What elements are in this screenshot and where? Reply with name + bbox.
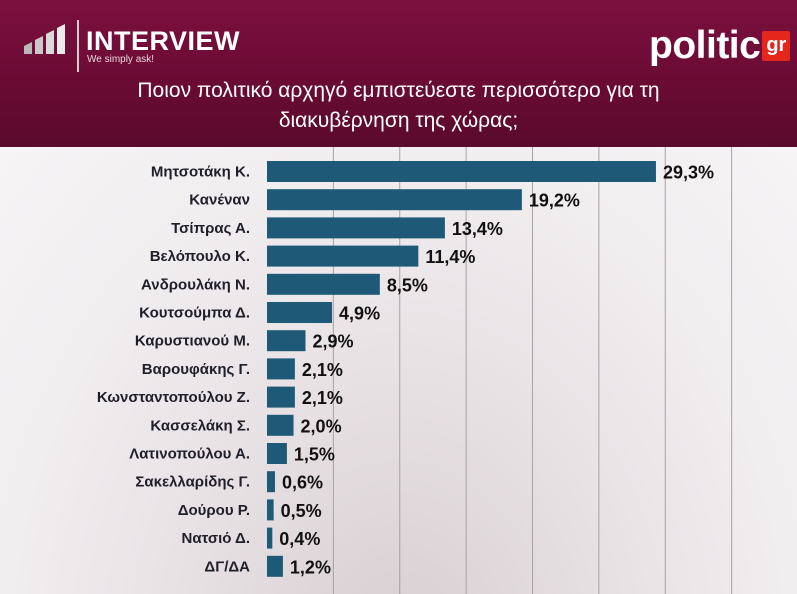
politic-logo-word: politic	[649, 24, 761, 67]
category-label: Λατινοπούλου Α.	[129, 446, 250, 463]
chart-title-line-1: Ποιον πολιτικό αρχηγό εμπιστεύεστε περισ…	[137, 79, 660, 102]
value-label: 2,1%	[302, 388, 343, 408]
value-label: 0,6%	[282, 473, 323, 493]
bar	[267, 217, 445, 239]
category-label: Ανδρουλάκη Ν.	[141, 276, 250, 293]
bar	[267, 161, 656, 182]
category-label: Κωνσταντοπούλου Ζ.	[97, 389, 250, 406]
value-label: 8,5%	[387, 275, 428, 295]
value-label: 2,1%	[302, 360, 343, 380]
labels: Μητσοτάκη Κ. 29,3% Κανέναν 19,2% Τσίπρας Α. 1…	[97, 163, 714, 578]
header-banner: INTERVIEW We simply ask! politic gr Ποιο…	[0, 0, 797, 147]
politic-logo: politic gr	[649, 24, 791, 68]
bars	[267, 161, 656, 577]
bar	[267, 443, 287, 464]
bar	[267, 555, 283, 577]
category-label: Κασσελάκη Σ.	[150, 417, 250, 434]
bar	[267, 499, 274, 521]
value-label: 19,2%	[529, 191, 580, 211]
category-label: Βελόπουλο Κ.	[150, 248, 250, 265]
bar	[267, 273, 380, 295]
value-label: 13,4%	[452, 219, 503, 239]
value-label: 1,2%	[290, 557, 331, 577]
bar	[267, 245, 419, 267]
category-label: Κουτσούμπα Δ.	[139, 305, 250, 322]
value-label: 2,9%	[312, 332, 353, 352]
category-label: ΔΓ/ΔΑ	[204, 558, 250, 575]
bar	[267, 386, 295, 408]
value-label: 0,5%	[281, 501, 322, 521]
category-label: Καρυστιανού Μ.	[135, 333, 250, 350]
brand-tagline: We simply ask!	[87, 54, 155, 65]
bar-chart: Μητσοτάκη Κ. 29,3% Κανέναν 19,2% Τσίπρας Α. 1…	[97, 147, 733, 594]
value-label: 1,5%	[294, 445, 335, 465]
value-label: 2,0%	[301, 416, 342, 436]
value-label: 0,4%	[279, 529, 320, 549]
logo-divider	[77, 20, 79, 72]
category-label: Νατσιό Δ.	[182, 530, 250, 547]
brand-title: INTERVIEW	[86, 26, 241, 56]
value-label: 11,4%	[425, 247, 475, 267]
bar	[267, 330, 306, 352]
bar	[267, 471, 275, 493]
bar	[267, 189, 522, 211]
value-label: 4,9%	[339, 304, 380, 324]
bar	[267, 302, 333, 323]
bar	[267, 414, 294, 436]
category-label: Δούρου Ρ.	[178, 502, 250, 519]
bar	[267, 358, 295, 380]
interview-bars-icon	[24, 24, 65, 54]
chart-area: Μητσοτάκη Κ. 29,3% Κανέναν 19,2% Τσίπρας Α. 1…	[0, 147, 797, 594]
category-label: Κανέναν	[189, 192, 250, 209]
category-label: Τσίπρας Α.	[171, 220, 250, 237]
category-label: Βαρουφάκης Γ.	[142, 361, 250, 378]
category-label: Μητσοτάκη Κ.	[151, 164, 250, 181]
category-label: Σακελλαρίδης Γ.	[135, 474, 250, 491]
value-label: 29,3%	[663, 163, 714, 183]
bar	[267, 527, 273, 549]
gridlines	[332, 147, 733, 594]
chart-title-line-2: διακυβέρνηση της χώρας;	[278, 109, 519, 132]
chart-title: Ποιον πολιτικό αρχηγό εμπιστεύεστε περισ…	[0, 76, 797, 136]
politic-logo-badge: gr	[762, 31, 791, 61]
